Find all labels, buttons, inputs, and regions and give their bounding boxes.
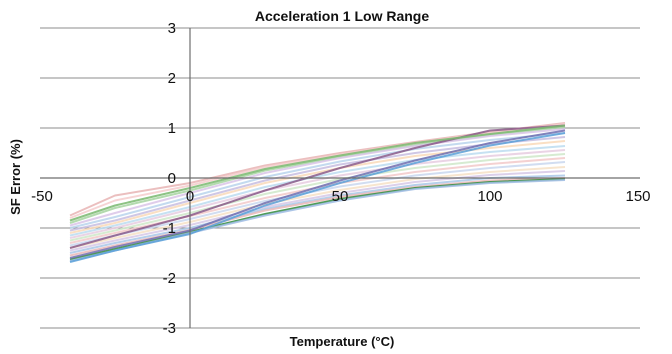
y-tick-label: -1 bbox=[163, 220, 176, 237]
series-line bbox=[69, 177, 566, 257]
series-line bbox=[69, 157, 566, 244]
y-tick-label: -2 bbox=[163, 270, 176, 287]
y-tick-label: 2 bbox=[168, 70, 176, 87]
chart-title: Acceleration 1 Low Range bbox=[255, 8, 429, 24]
axes bbox=[40, 28, 640, 328]
series-line bbox=[69, 132, 566, 229]
tick-labels: -3 -2 -1 0 1 2 3 -50 0 50 100 150 bbox=[31, 20, 650, 337]
x-tick-label: 0 bbox=[186, 188, 194, 205]
series-line bbox=[69, 129, 566, 259]
series-line bbox=[69, 153, 566, 242]
x-tick-label: 150 bbox=[625, 188, 650, 205]
series-line bbox=[69, 124, 566, 222]
series-line bbox=[69, 170, 566, 252]
series-line bbox=[69, 128, 566, 227]
series-lines bbox=[69, 122, 566, 263]
x-axis-title: Temperature (°C) bbox=[290, 334, 395, 349]
series-line bbox=[69, 174, 566, 254]
x-tick-label: 50 bbox=[332, 188, 349, 205]
series-line bbox=[69, 149, 566, 239]
y-tick-label: 0 bbox=[168, 170, 176, 187]
series-line bbox=[69, 124, 566, 249]
y-axis-title: SF Error (%) bbox=[8, 139, 23, 215]
x-tick-label: 100 bbox=[477, 188, 502, 205]
y-tick-label: 3 bbox=[168, 20, 176, 37]
x-tick-label: -50 bbox=[31, 188, 53, 205]
y-tick-label: -3 bbox=[163, 320, 176, 337]
series-line bbox=[69, 166, 566, 249]
series-line bbox=[69, 132, 566, 263]
y-tick-label: 1 bbox=[168, 120, 176, 137]
